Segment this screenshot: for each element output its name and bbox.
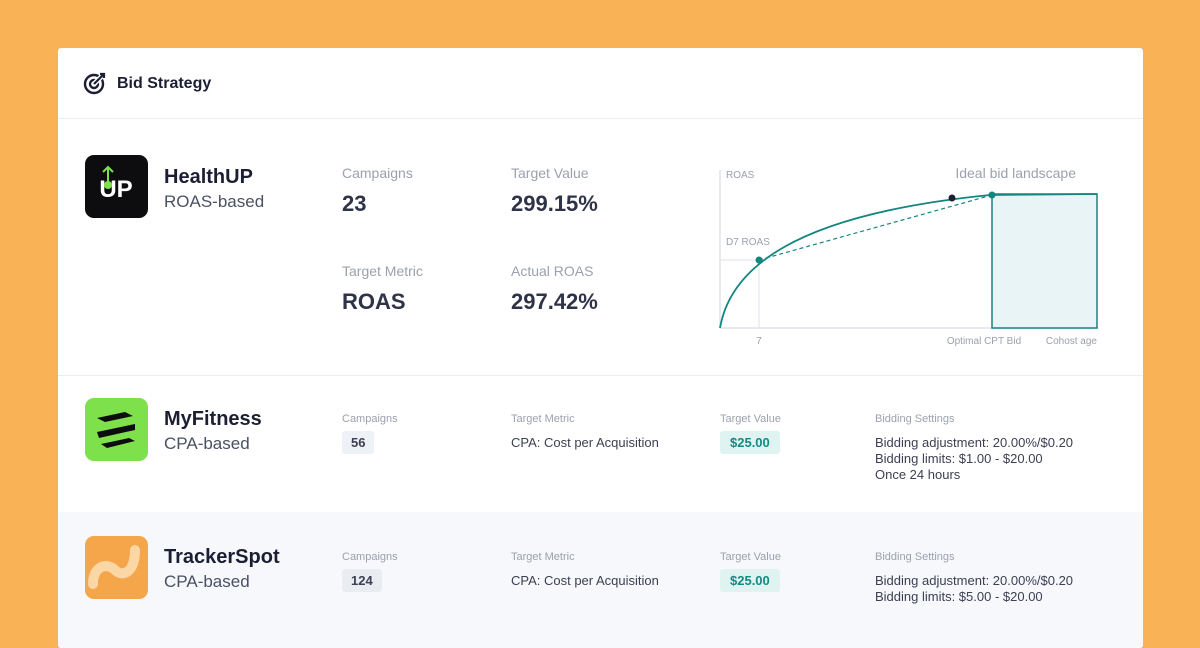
field-label: Campaigns xyxy=(342,551,398,563)
app-strategy: CPA-based xyxy=(164,434,250,453)
app-strategy: ROAS-based xyxy=(164,192,265,211)
x-axis-label: Cohost age xyxy=(1046,336,1098,347)
target-chip: $25.00 xyxy=(720,569,780,592)
field-label: Target Metric xyxy=(342,263,423,279)
diagram-title: Ideal bid landscape xyxy=(955,165,1076,181)
y-axis-label: ROAS xyxy=(726,170,755,181)
app-name: TrackerSpot xyxy=(164,546,280,568)
campaigns-chip: 124 xyxy=(342,569,382,592)
field-value: ROAS xyxy=(342,289,406,314)
x-tick-label: 7 xyxy=(756,336,762,347)
app-icon xyxy=(85,536,148,599)
header-icon xyxy=(83,72,106,95)
header-title: Bid Strategy xyxy=(117,75,212,92)
field-label: Target Value xyxy=(511,165,589,181)
field-label: Target Value xyxy=(720,413,781,425)
bid-strategy-card: Bid Strategy UP HealthUP ROAS-based Camp… xyxy=(58,48,1143,648)
app-icon: UP xyxy=(85,155,148,218)
app-strategy: CPA-based xyxy=(164,572,250,591)
field-label: Actual ROAS xyxy=(511,263,594,279)
bid-landscape-diagram: Ideal bid landscape ROAS D7 ROAS 7 Optim… xyxy=(719,165,1098,347)
setting-line: Once 24 hours xyxy=(875,467,961,482)
field-label: Bidding Settings xyxy=(875,551,955,563)
setting-line: Bidding limits: $5.00 - $20.00 xyxy=(875,589,1043,604)
target-chip: $25.00 xyxy=(720,431,780,454)
app-name: HealthUP xyxy=(164,166,253,188)
field-label: Campaigns xyxy=(342,413,398,425)
field-label: Campaigns xyxy=(342,165,413,181)
x-marker-label: Optimal CPT Bid xyxy=(947,336,1021,347)
field-label: Target Value xyxy=(720,551,781,563)
campaigns-chip: 56 xyxy=(342,431,375,454)
marker-label: D7 ROAS xyxy=(726,237,770,248)
card-header: Bid Strategy xyxy=(58,48,1143,119)
field-value: 23 xyxy=(342,191,367,216)
setting-line: Bidding limits: $1.00 - $20.00 xyxy=(875,451,1043,466)
field-value: 299.15% xyxy=(511,191,598,216)
app-row: TrackerSpot CPA-based Campaigns 124 Targ… xyxy=(58,512,1143,648)
app-icon xyxy=(85,398,148,461)
setting-line: Bidding adjustment: 20.00%/$0.20 xyxy=(875,573,1074,588)
app-row: UP HealthUP ROAS-based Campaigns 23 Targ… xyxy=(58,118,1143,376)
field-value: CPA: Cost per Acquisition xyxy=(511,573,659,588)
app-name: MyFitness xyxy=(164,408,262,430)
setting-line: Bidding adjustment: 20.00%/$0.20 xyxy=(875,435,1074,450)
field-value: 297.42% xyxy=(511,289,598,314)
svg-text:UP: UP xyxy=(99,176,132,203)
field-value: CPA: Cost per Acquisition xyxy=(511,435,659,450)
field-label: Bidding Settings xyxy=(875,413,955,425)
app-row: MyFitness CPA-based Campaigns 56 Target … xyxy=(58,375,1143,513)
field-label: Target Metric xyxy=(511,551,575,563)
field-label: Target Metric xyxy=(511,413,575,425)
page: {"header": {"title": "Bid Strategy"}, "a… xyxy=(58,48,1143,648)
